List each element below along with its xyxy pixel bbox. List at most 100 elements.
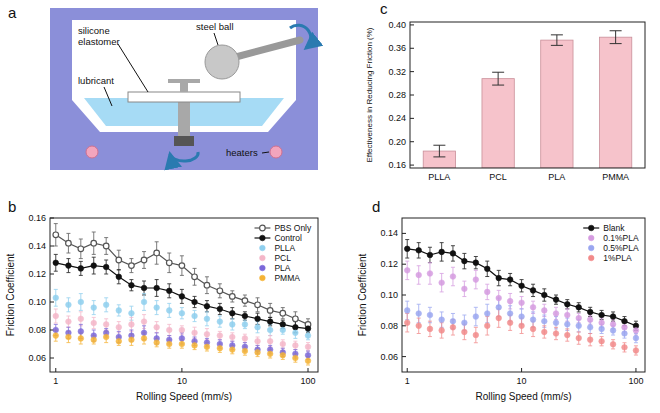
error-cap: [193, 268, 197, 269]
point: [507, 298, 513, 304]
y-tick: [410, 24, 414, 25]
error-cap: [54, 309, 58, 310]
error-cap: [230, 302, 234, 303]
error-cap: [205, 325, 209, 326]
error-cap: [167, 335, 171, 336]
error-cap: [577, 311, 581, 312]
error-cap: [542, 315, 546, 316]
point: [427, 252, 433, 258]
error-cap: [117, 321, 121, 322]
point: [53, 295, 59, 301]
error-cap: [54, 324, 58, 325]
point: [255, 316, 261, 322]
legend-background: [252, 222, 314, 284]
figure: asiliconeelastomerlubricantsteel ballhea…: [0, 0, 660, 413]
point: [267, 327, 273, 333]
error-cap: [167, 303, 171, 304]
error-cap: [485, 335, 489, 336]
error-cap: [497, 327, 501, 328]
point: [192, 274, 198, 280]
point: [103, 334, 109, 340]
point: [66, 334, 72, 340]
point: [305, 344, 311, 350]
error-cap: [79, 311, 83, 312]
error-cap: [66, 316, 70, 317]
point: [462, 258, 468, 264]
point: [91, 263, 97, 269]
point: [564, 332, 570, 338]
y-tick: [410, 71, 414, 72]
leader: [118, 44, 148, 92]
x-axis-title: Rolling Speed (mm/s): [136, 391, 232, 402]
error-cap: [54, 289, 58, 290]
point: [103, 264, 109, 270]
error-cap: [256, 337, 260, 338]
error-cap: [243, 320, 247, 321]
error-cap: [243, 355, 247, 356]
plot-area: [423, 31, 632, 168]
point: [404, 246, 410, 252]
bar: [599, 37, 631, 168]
legend-background: [581, 222, 641, 264]
panel-label: c: [380, 0, 388, 17]
point: [610, 341, 616, 347]
legend-label: PCL: [274, 253, 291, 263]
point: [588, 225, 594, 231]
x-tick-label: 10: [517, 376, 527, 386]
point: [588, 245, 594, 251]
point: [305, 333, 311, 339]
point: [450, 318, 456, 324]
point: [404, 320, 410, 326]
error-cap: [117, 250, 121, 251]
x-tick-label: 10: [177, 376, 187, 386]
error-cap: [129, 272, 133, 273]
diagram-label: siliconeelastomer: [78, 25, 120, 47]
error-cap: [611, 348, 615, 349]
error-cap: [180, 255, 184, 256]
error-cap: [508, 330, 512, 331]
plot-frame: [50, 218, 318, 372]
error-cap: [474, 342, 478, 343]
point: [450, 274, 456, 280]
error-cap: [588, 333, 592, 334]
error-cap: [474, 268, 478, 269]
error-cap: [474, 327, 478, 328]
point: [66, 263, 72, 269]
error-cap: [218, 283, 222, 284]
error-cap: [129, 290, 133, 291]
point: [154, 305, 160, 311]
label-line: silicone: [78, 25, 110, 36]
point: [255, 324, 261, 330]
y-tick-label: 0.16: [28, 213, 46, 223]
point: [141, 330, 147, 336]
error-cap: [193, 310, 197, 311]
leader: [262, 152, 269, 153]
point: [154, 250, 160, 256]
error-cap: [193, 285, 197, 286]
error-cap: [520, 308, 524, 309]
point: [116, 257, 122, 263]
error-cap: [117, 269, 121, 270]
point: [553, 320, 559, 326]
error-cap: [281, 339, 285, 340]
point: [78, 329, 84, 335]
x-tick-label: PMMA: [602, 172, 629, 182]
error-cap: [462, 296, 466, 297]
point: [450, 325, 456, 331]
error-cap: [405, 239, 409, 240]
error-bar: [439, 145, 440, 157]
x-tick: [55, 368, 56, 372]
error-cap: [155, 264, 159, 265]
point: [91, 337, 97, 343]
error-cap: [531, 336, 535, 337]
error-cap: [433, 156, 445, 157]
error-cap: [218, 327, 222, 328]
point: [576, 335, 582, 341]
error-cap: [54, 254, 58, 255]
error-cap: [79, 239, 83, 240]
error-bars: [405, 309, 638, 355]
error-cap: [428, 247, 432, 248]
error-bar: [498, 72, 499, 85]
panel-label: b: [8, 198, 16, 215]
legend-label: Control: [274, 233, 302, 243]
